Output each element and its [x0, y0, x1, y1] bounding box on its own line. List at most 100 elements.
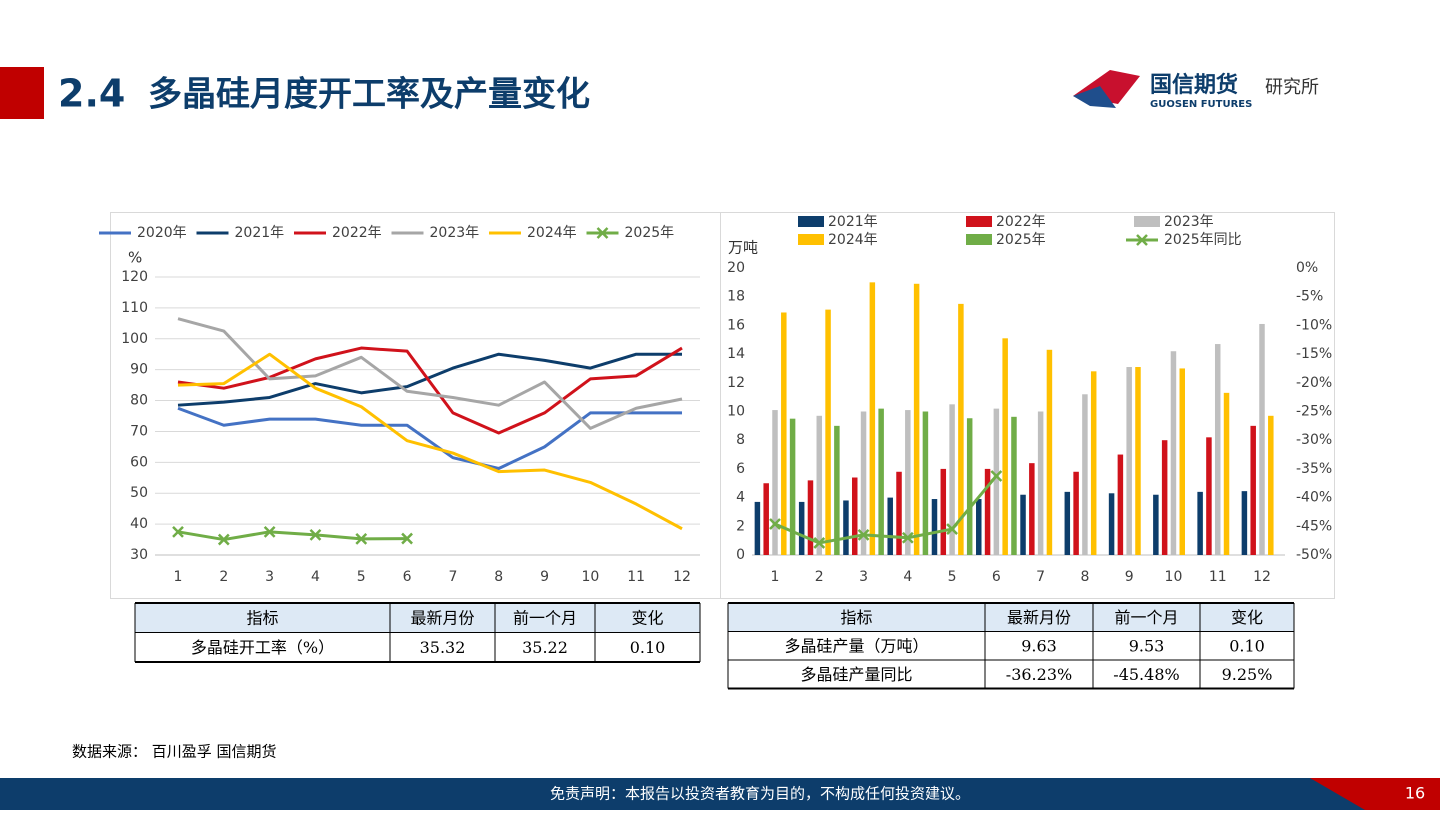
marker: [309, 529, 322, 541]
y-tick-label: 16: [727, 317, 745, 333]
legend-label: 2021年: [235, 225, 285, 241]
y-tick-label: 120: [121, 269, 148, 285]
line-series: [177, 352, 683, 531]
bar: [763, 483, 769, 555]
bar: [993, 408, 1000, 555]
marker: [813, 537, 826, 549]
x-tick-label: 7: [448, 569, 457, 585]
logo: 国信期货 GUOSEN FUTURES 研究所: [1073, 70, 1319, 110]
bar: [922, 411, 929, 555]
table-cell: 9.63: [1021, 636, 1057, 655]
table-cell: 多晶硅开工率（%）: [191, 638, 334, 657]
y-axis-label: %: [128, 249, 142, 267]
legend-label: 2025年: [996, 232, 1046, 248]
y2-tick-label: -30%: [1296, 432, 1332, 448]
y-tick-label: 20: [727, 260, 745, 276]
legend-swatch: [1134, 216, 1160, 227]
y-tick-label: 70: [130, 423, 148, 439]
footer-bar: [0, 778, 1440, 810]
y2-tick-label: -20%: [1296, 375, 1332, 391]
x-tick-label: 8: [494, 569, 503, 585]
logo-dept: 研究所: [1265, 77, 1319, 98]
table-cell: 最新月份: [410, 608, 474, 627]
marker: [1136, 234, 1148, 246]
x-tick-label: 4: [903, 569, 912, 585]
bar: [1250, 425, 1256, 555]
line-series: [177, 530, 408, 542]
table-cell: 9.25%: [1222, 665, 1273, 684]
x-tick-label: 3: [265, 569, 274, 585]
bar: [851, 477, 858, 555]
y-tick-label: 30: [130, 547, 148, 563]
x-tick-label: 5: [948, 569, 957, 585]
bar: [825, 309, 831, 555]
bar: [781, 312, 787, 555]
logo-blue: [1073, 86, 1116, 108]
legend-label: 2022年: [996, 214, 1046, 230]
page-number: 16: [1405, 784, 1425, 803]
bar: [958, 303, 964, 555]
bar: [966, 418, 973, 555]
legend-swatch: [966, 216, 992, 227]
section-number: 2.4: [58, 72, 125, 116]
bar: [807, 480, 814, 555]
bar: [905, 410, 911, 555]
legend-label: 2025年: [625, 225, 675, 241]
y-tick-label: 60: [130, 454, 148, 470]
table-cell: 0.10: [1229, 636, 1265, 655]
table-cell: 9.53: [1129, 636, 1165, 655]
bar: [1268, 415, 1274, 555]
logo-en: GUOSEN FUTURES: [1150, 99, 1252, 110]
legend-label: 2024年: [527, 225, 577, 241]
bar: [1197, 491, 1203, 555]
x-tick-label: 12: [673, 569, 691, 585]
bar: [976, 499, 982, 555]
bar: [754, 501, 761, 555]
y2-tick-label: -45%: [1296, 518, 1332, 534]
x-tick-label: 10: [581, 569, 599, 585]
chart-frame: [720, 212, 1335, 599]
legend-swatch: [798, 216, 824, 227]
bar: [834, 425, 840, 555]
y-tick-label: 10: [727, 404, 745, 420]
bar: [1082, 394, 1088, 555]
x-tick-label: 9: [540, 569, 549, 585]
bar: [1029, 463, 1035, 555]
legend-swatch: [966, 234, 992, 245]
y-tick-label: 100: [121, 331, 148, 347]
bar: [1073, 471, 1079, 555]
bar: [860, 411, 867, 555]
bar: [984, 468, 991, 555]
y-tick-label: 4: [736, 490, 745, 506]
title-bar: [0, 67, 44, 119]
line-series: [774, 474, 998, 545]
marker: [217, 533, 230, 546]
legend-swatch: [798, 234, 824, 245]
bar: [1117, 454, 1124, 555]
legend-label: 2023年: [1164, 214, 1214, 230]
x-tick-label: 4: [311, 569, 320, 585]
legend-label: 2021年: [828, 214, 878, 230]
y-tick-label: 90: [130, 362, 148, 378]
bar: [1011, 416, 1017, 555]
table-cell: -36.23%: [1006, 665, 1072, 684]
table-cell: -45.48%: [1113, 665, 1179, 684]
table-cell: 35.32: [420, 638, 466, 657]
x-tick-label: 1: [174, 569, 183, 585]
bar: [1153, 494, 1159, 555]
line-series: [177, 352, 682, 407]
x-tick-label: 1: [771, 569, 780, 585]
bar: [1206, 437, 1212, 555]
bar: [1002, 338, 1008, 555]
chart-frame: [110, 212, 721, 599]
slide-title: 多晶硅月度开工率及产量变化: [148, 75, 590, 115]
y-tick-label: 50: [130, 485, 148, 501]
marker: [990, 470, 1003, 482]
bar: [931, 499, 938, 555]
legend-label: 2020年: [137, 225, 187, 241]
marker: [401, 532, 413, 545]
x-tick-label: 12: [1253, 569, 1271, 585]
